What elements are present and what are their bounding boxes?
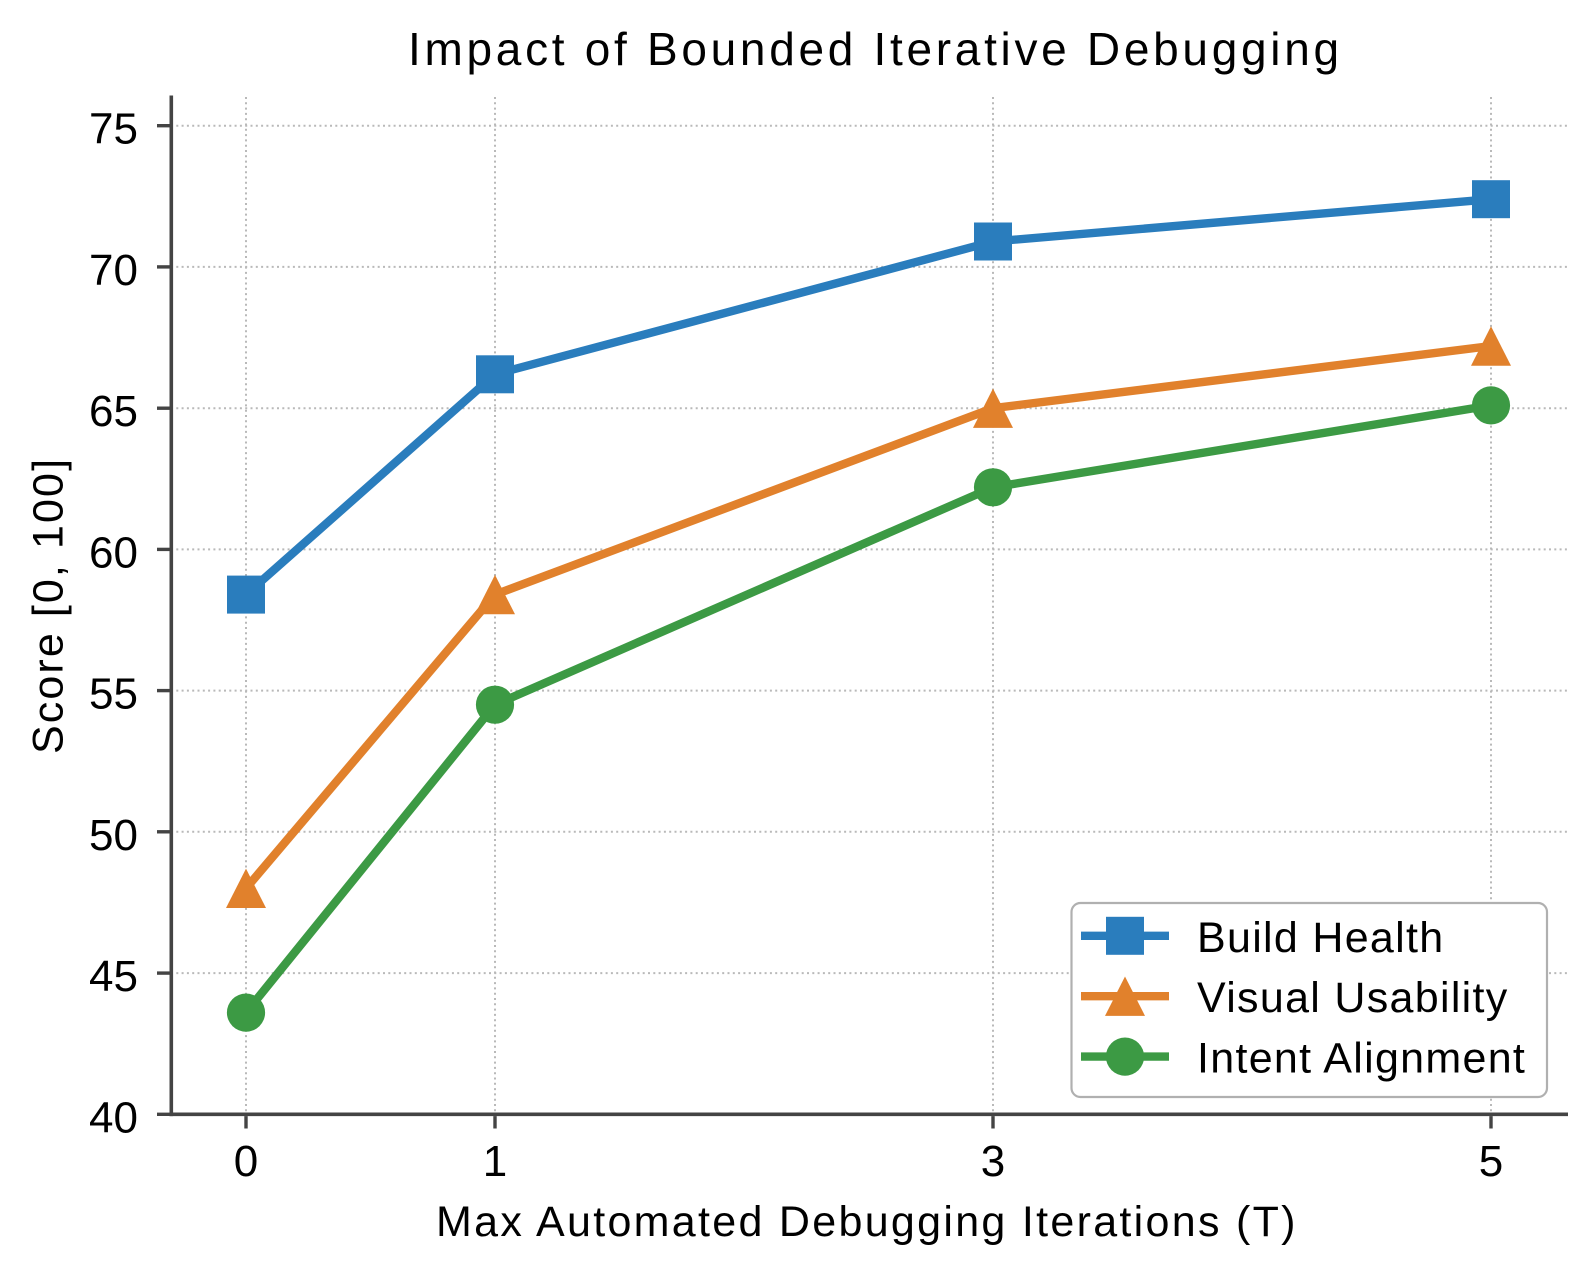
svg-text:50: 50 bbox=[89, 811, 138, 860]
svg-text:Build Health: Build Health bbox=[1197, 914, 1444, 962]
svg-text:Visual Usability: Visual Usability bbox=[1197, 974, 1509, 1022]
svg-text:55: 55 bbox=[89, 670, 138, 719]
svg-text:Intent Alignment: Intent Alignment bbox=[1197, 1035, 1526, 1083]
svg-text:45: 45 bbox=[89, 952, 138, 1001]
svg-text:Impact of Bounded Iterative De: Impact of Bounded Iterative Debugging bbox=[408, 23, 1343, 75]
svg-text:Max Automated Debugging Iterat: Max Automated Debugging Iterations (T) bbox=[436, 1198, 1298, 1246]
svg-text:1: 1 bbox=[483, 1137, 507, 1186]
svg-text:60: 60 bbox=[89, 528, 138, 577]
svg-text:75: 75 bbox=[89, 105, 138, 154]
svg-text:40: 40 bbox=[89, 1093, 138, 1142]
svg-text:70: 70 bbox=[89, 246, 138, 295]
svg-text:Score [0, 100]: Score [0, 100] bbox=[24, 457, 72, 754]
svg-text:5: 5 bbox=[1479, 1137, 1503, 1186]
svg-text:65: 65 bbox=[89, 387, 138, 436]
svg-text:3: 3 bbox=[981, 1137, 1005, 1186]
svg-text:0: 0 bbox=[234, 1137, 258, 1186]
